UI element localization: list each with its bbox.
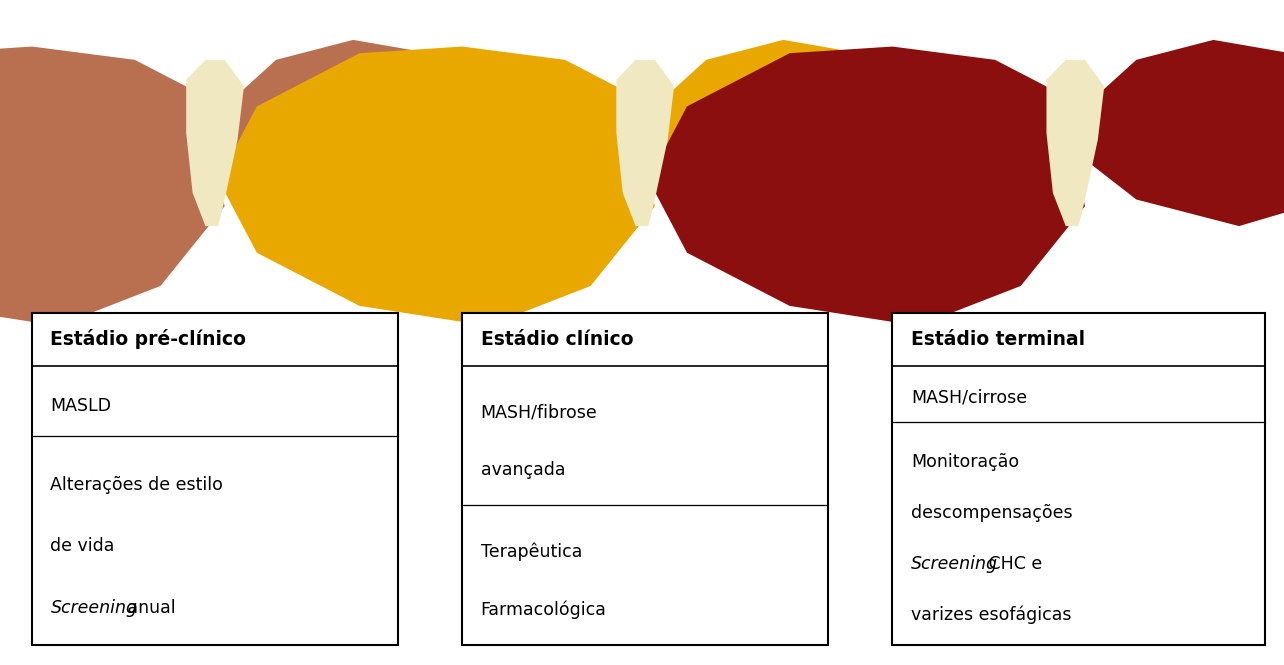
Text: varizes esofágicas: varizes esofágicas xyxy=(910,605,1071,624)
FancyBboxPatch shape xyxy=(892,313,1265,645)
Polygon shape xyxy=(1046,60,1104,226)
Text: Terapêutica: Terapêutica xyxy=(480,543,582,561)
Text: MASH/fibrose: MASH/fibrose xyxy=(480,403,597,422)
Text: anual: anual xyxy=(122,599,176,617)
Text: descompensações: descompensações xyxy=(910,504,1072,522)
Text: Farmacológica: Farmacológica xyxy=(480,601,606,619)
Text: MASH/cirrose: MASH/cirrose xyxy=(910,388,1027,407)
FancyBboxPatch shape xyxy=(462,313,828,645)
Polygon shape xyxy=(0,47,225,326)
Text: Estádio terminal: Estádio terminal xyxy=(910,330,1085,348)
Text: avançada: avançada xyxy=(480,462,565,479)
Polygon shape xyxy=(186,60,244,226)
Text: Screening: Screening xyxy=(910,555,998,573)
Polygon shape xyxy=(1085,40,1284,226)
Polygon shape xyxy=(225,40,507,226)
Text: Alterações de estilo: Alterações de estilo xyxy=(50,476,223,494)
Text: de vida: de vida xyxy=(50,537,114,555)
FancyBboxPatch shape xyxy=(32,313,398,645)
Text: Estádio pré-clínico: Estádio pré-clínico xyxy=(50,329,247,349)
Text: Estádio clínico: Estádio clínico xyxy=(480,330,633,348)
Polygon shape xyxy=(218,47,655,326)
Text: CHC e: CHC e xyxy=(982,555,1041,573)
Polygon shape xyxy=(616,60,674,226)
Polygon shape xyxy=(648,47,1085,326)
Text: Monitoração: Monitoração xyxy=(910,454,1019,471)
Text: MASLD: MASLD xyxy=(50,396,112,415)
Text: Screening: Screening xyxy=(50,599,137,617)
Polygon shape xyxy=(655,40,937,226)
